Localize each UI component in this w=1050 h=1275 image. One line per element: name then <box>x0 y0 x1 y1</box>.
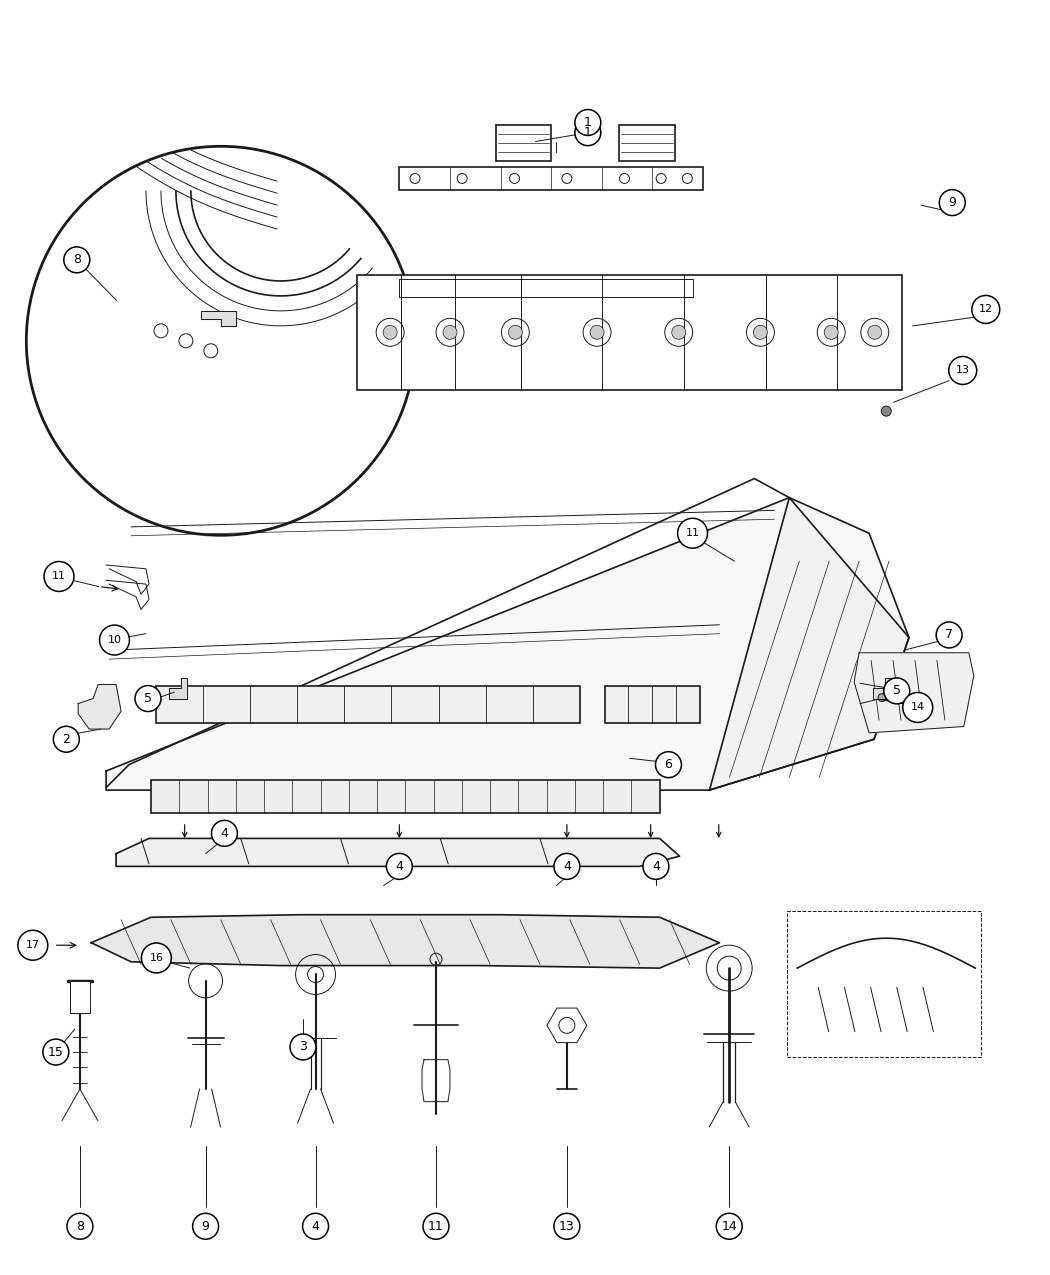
Polygon shape <box>78 685 121 729</box>
Circle shape <box>754 325 768 339</box>
Circle shape <box>192 1214 218 1239</box>
Circle shape <box>574 110 601 135</box>
Bar <box>357 275 902 390</box>
Bar <box>605 686 699 723</box>
Polygon shape <box>91 914 719 968</box>
Circle shape <box>142 944 171 973</box>
Text: 4: 4 <box>220 826 229 840</box>
Text: 15: 15 <box>48 1046 64 1058</box>
Text: 14: 14 <box>721 1220 737 1233</box>
Circle shape <box>290 1034 316 1060</box>
Text: 5: 5 <box>144 692 152 705</box>
Text: 11: 11 <box>428 1220 444 1233</box>
Text: 3: 3 <box>299 1040 307 1053</box>
Circle shape <box>716 1214 742 1239</box>
Circle shape <box>655 752 681 778</box>
Bar <box>151 780 659 813</box>
Text: 4: 4 <box>312 1220 319 1233</box>
Circle shape <box>100 625 129 655</box>
Text: 14: 14 <box>910 703 925 713</box>
Circle shape <box>867 325 882 339</box>
Circle shape <box>423 1214 449 1239</box>
Text: 13: 13 <box>956 366 970 375</box>
Circle shape <box>443 325 457 339</box>
Circle shape <box>824 325 838 339</box>
Text: 16: 16 <box>149 952 164 963</box>
Text: 1: 1 <box>584 126 592 139</box>
Polygon shape <box>106 497 909 790</box>
Circle shape <box>590 325 604 339</box>
Circle shape <box>386 853 413 880</box>
Text: 4: 4 <box>396 859 403 873</box>
Circle shape <box>574 120 601 145</box>
Polygon shape <box>169 678 187 699</box>
Polygon shape <box>117 839 679 867</box>
Text: 10: 10 <box>107 635 122 645</box>
Circle shape <box>302 1214 329 1239</box>
Text: 17: 17 <box>26 940 40 950</box>
Circle shape <box>672 325 686 339</box>
Circle shape <box>881 407 891 416</box>
Bar <box>399 167 704 190</box>
Text: 7: 7 <box>945 629 953 641</box>
Bar <box>399 279 693 297</box>
Circle shape <box>44 561 74 592</box>
Bar <box>156 686 580 723</box>
Text: 11: 11 <box>686 528 699 538</box>
Circle shape <box>135 686 161 711</box>
Text: 9: 9 <box>202 1220 210 1233</box>
Circle shape <box>878 694 886 701</box>
Polygon shape <box>854 653 973 733</box>
Text: 4: 4 <box>563 859 571 873</box>
Text: 1: 1 <box>584 116 592 129</box>
Circle shape <box>383 325 397 339</box>
Polygon shape <box>710 497 909 790</box>
Text: 11: 11 <box>52 571 66 581</box>
Text: 12: 12 <box>979 305 993 315</box>
Circle shape <box>643 853 669 880</box>
Polygon shape <box>873 678 890 699</box>
Bar <box>620 125 675 161</box>
Circle shape <box>54 727 80 752</box>
Circle shape <box>972 296 1000 324</box>
Polygon shape <box>422 1060 450 1102</box>
Text: 4: 4 <box>652 859 659 873</box>
Circle shape <box>64 247 89 273</box>
Bar <box>70 980 90 1012</box>
Circle shape <box>677 518 708 548</box>
Circle shape <box>903 692 932 723</box>
Circle shape <box>508 325 522 339</box>
Bar <box>786 910 981 1057</box>
Circle shape <box>43 1039 69 1065</box>
Text: 9: 9 <box>948 196 957 209</box>
Circle shape <box>937 622 962 648</box>
Polygon shape <box>201 311 236 326</box>
Circle shape <box>940 190 965 215</box>
Text: 6: 6 <box>665 759 672 771</box>
Text: 8: 8 <box>76 1220 84 1233</box>
Text: 8: 8 <box>72 254 81 266</box>
Circle shape <box>884 678 909 704</box>
Circle shape <box>554 853 580 880</box>
Circle shape <box>18 931 47 960</box>
Circle shape <box>554 1214 580 1239</box>
Text: 5: 5 <box>892 685 901 697</box>
Circle shape <box>949 357 977 385</box>
Text: 2: 2 <box>62 733 70 746</box>
Text: 13: 13 <box>559 1220 574 1233</box>
Circle shape <box>211 820 237 847</box>
Circle shape <box>67 1214 92 1239</box>
Bar <box>496 125 551 161</box>
